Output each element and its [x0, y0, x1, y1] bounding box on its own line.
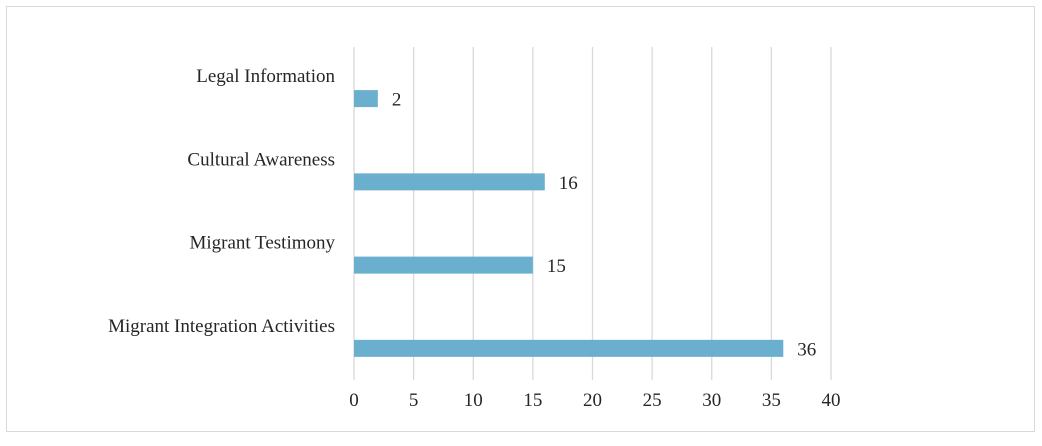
- x-tick-label: 20: [583, 390, 602, 411]
- x-tick-label: 35: [762, 390, 781, 411]
- data-label: 36: [797, 339, 816, 360]
- x-tick-label: 25: [643, 390, 662, 411]
- data-label: 16: [559, 173, 578, 194]
- category-label: Legal Information: [196, 66, 335, 87]
- bar: [354, 256, 533, 274]
- x-tick-label: 40: [822, 390, 841, 411]
- x-tick-label: 0: [349, 390, 359, 411]
- x-tick-label: 15: [523, 390, 542, 411]
- category-labels: Legal Information Cultural Awareness Migra…: [108, 66, 335, 337]
- chart-frame: 2 16 15 36 Legal Information Cultural Awaren…: [6, 6, 1035, 432]
- data-label: 2: [392, 90, 402, 111]
- category-label: Migrant Testimony: [189, 233, 335, 254]
- data-labels: 2 16 15 36: [392, 90, 816, 361]
- bar: [354, 339, 784, 357]
- bars: [354, 90, 784, 357]
- bar: [354, 90, 378, 108]
- bar-chart: 2 16 15 36 Legal Information Cultural Awaren…: [108, 47, 841, 411]
- gridlines: [353, 47, 832, 380]
- bar: [354, 173, 545, 191]
- x-tick-label: 30: [702, 390, 721, 411]
- x-tick-labels: 0 5 10 15 20 25 30 35 40: [349, 390, 840, 411]
- data-label: 15: [547, 256, 566, 277]
- x-tick-label: 10: [464, 390, 483, 411]
- category-label: Migrant Integration Activities: [108, 316, 335, 337]
- x-tick-label: 5: [409, 390, 419, 411]
- category-label: Cultural Awareness: [187, 149, 335, 170]
